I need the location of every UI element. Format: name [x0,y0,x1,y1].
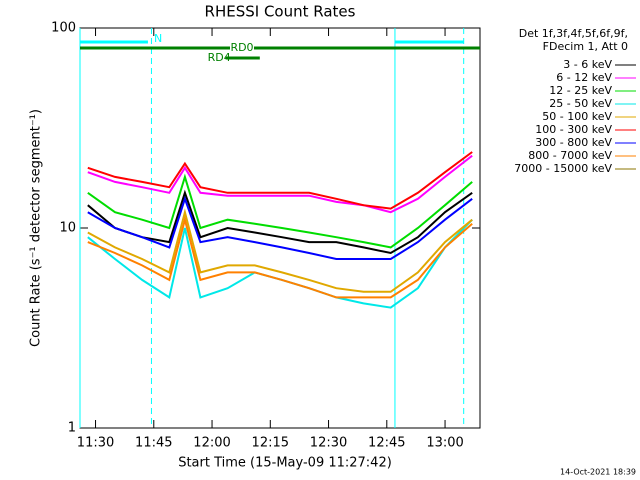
chart-title: RHESSI Count Rates [205,3,356,21]
legend-label: 6 - 12 keV [556,71,612,84]
legend-label: 100 - 300 keV [535,123,612,136]
series-line [87,215,473,299]
legend-label: 12 - 25 keV [549,84,612,97]
x-tick-label: 11:30 [77,436,114,451]
flag-label: RD4 [208,51,231,64]
label-bg [230,42,254,54]
legend-label: 50 - 100 keV [542,110,612,123]
series-line [87,218,473,309]
series-line [87,189,473,255]
series-line [87,151,473,210]
legend-header: FDecim 1, Att 0 [543,40,628,53]
series-line [87,173,473,249]
x-tick-label: 12:30 [310,436,347,451]
y-axis-label: Count Rate (s⁻¹ detector segment⁻¹) [29,109,44,347]
x-tick-label: 12:45 [368,436,405,451]
footer: 14-Oct-2021 18:39 [560,468,636,477]
x-tick-label: 13:00 [426,436,463,451]
flag-label: RD0 [230,41,253,54]
x-tick-label: 12:00 [193,436,230,451]
flag-label: N [154,32,162,45]
legend-label: 25 - 50 keV [549,97,612,110]
series-line [87,208,473,293]
series-line [87,154,473,214]
legend-header: Det 1f,3f,4f,5f,6f,9f, [519,27,628,40]
x-tick-label: 11:45 [135,436,172,451]
x-axis-label: Start Time (15-May-09 11:27:42) [178,456,392,471]
x-tick-label: 12:15 [252,436,289,451]
legend-label: 800 - 7000 keV [528,149,612,162]
legend-label: 7000 - 15000 keV [514,162,612,175]
y-tick-label: 10 [59,221,76,236]
series-line [87,195,473,260]
legend-label: 300 - 800 keV [535,136,612,149]
legend-label: 3 - 6 keV [563,58,612,71]
y-tick-label: 1 [68,421,76,436]
y-tick-label: 100 [51,21,76,36]
